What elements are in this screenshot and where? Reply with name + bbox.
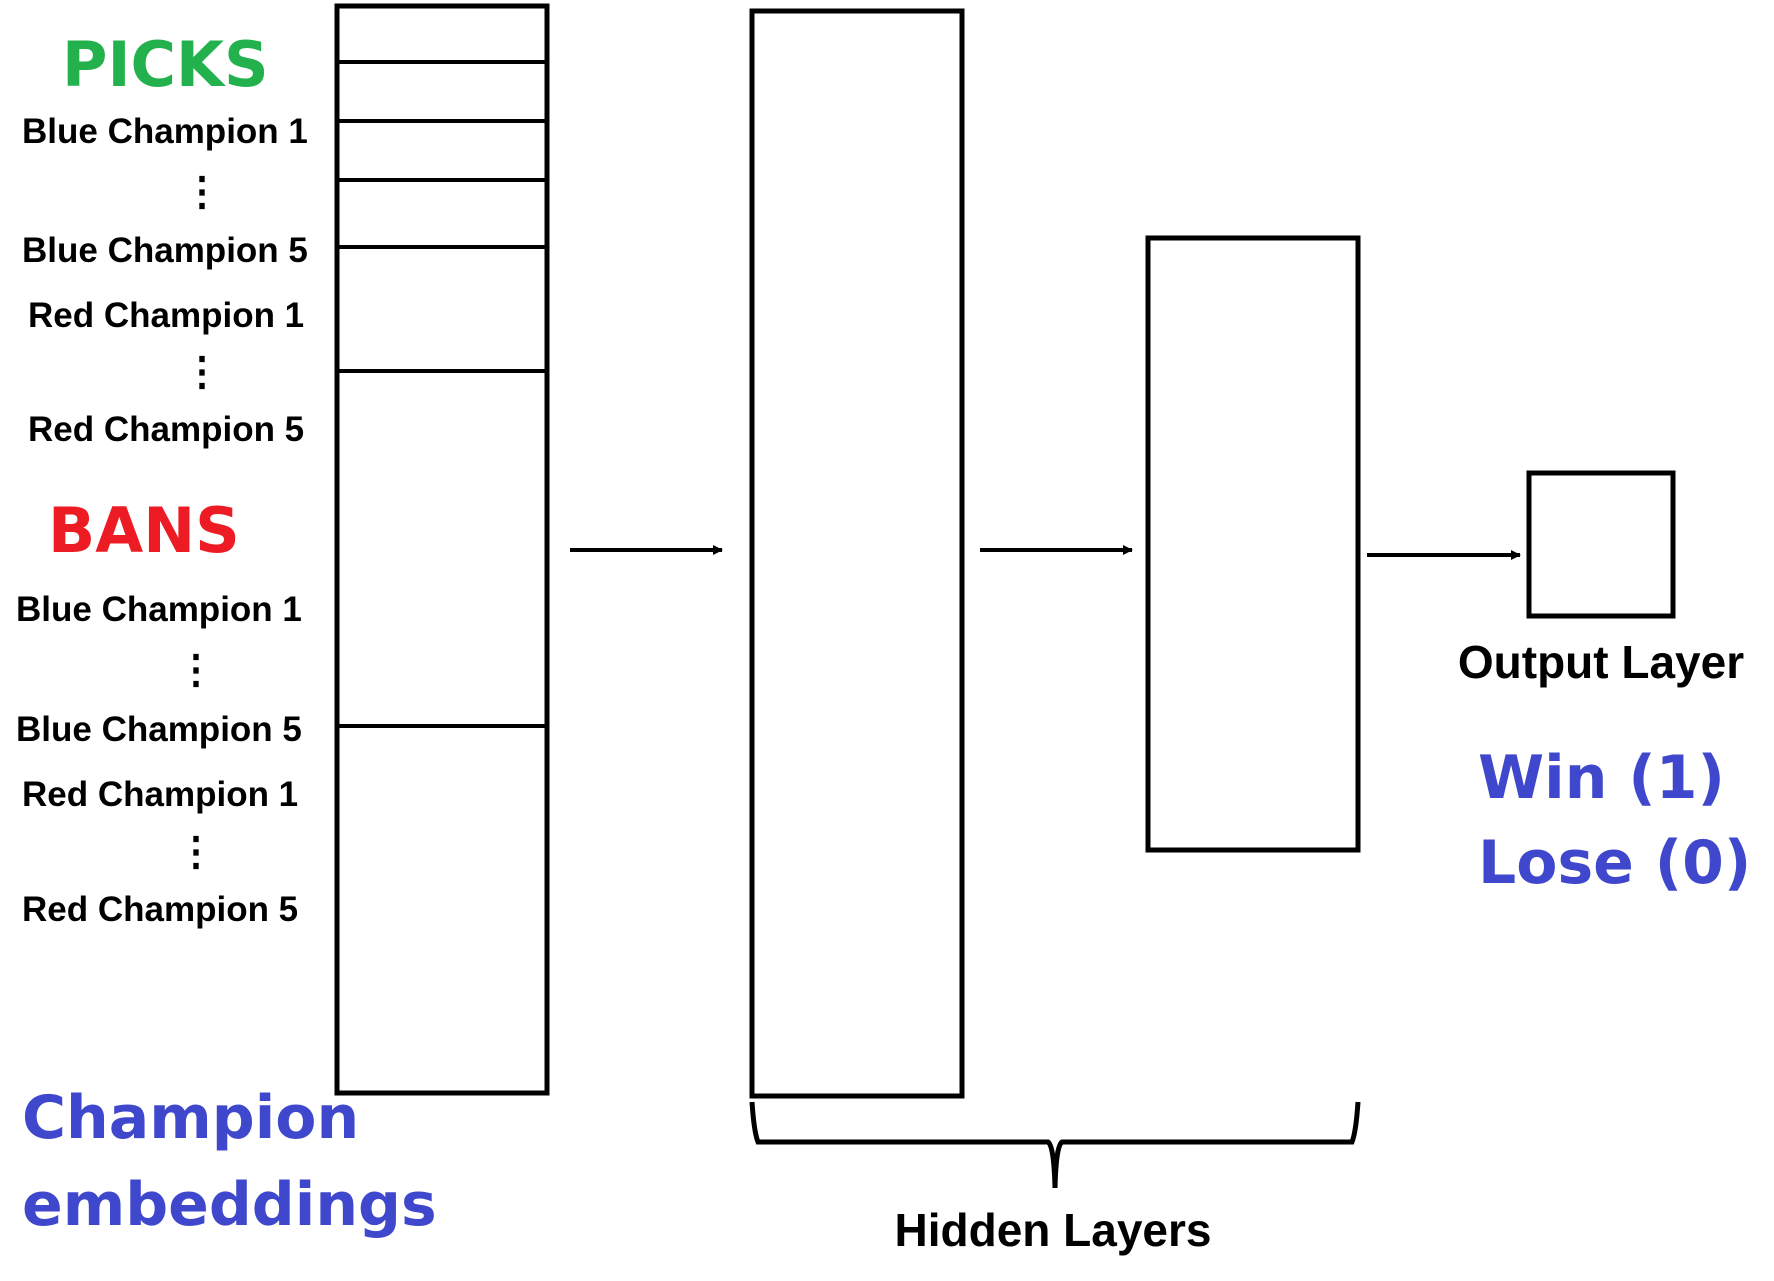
output-layer-box — [1526, 470, 1676, 619]
hidden-layer-2 — [1145, 235, 1361, 853]
bans-item-red-champion-5: Red Champion 5 — [22, 890, 298, 929]
picks-heading: PICKS — [62, 28, 269, 101]
hidden-layer-1 — [749, 8, 965, 1099]
output-win-label: Win (1) — [1478, 743, 1725, 813]
output-layer-label: Output Layer — [1458, 636, 1744, 688]
hidden-layers-brace — [749, 1101, 1361, 1189]
picks-item-red-champion-1: Red Champion 1 — [28, 296, 304, 335]
bans-item-blue-champion-1: Blue Champion 1 — [16, 590, 302, 629]
picks-item-red-champion-5: Red Champion 5 — [28, 410, 304, 449]
embeddings-label-line1: Champion — [22, 1083, 359, 1153]
bans-item-red-champion-1: Red Champion 1 — [22, 775, 298, 814]
bans-ellipsis: ⋮ — [176, 830, 216, 874]
bans-ellipsis: ⋮ — [176, 648, 216, 692]
embedding-column-outline — [334, 3, 550, 1096]
embeddings-label-line2: embeddings — [22, 1170, 437, 1240]
output-lose-label: Lose (0) — [1478, 828, 1751, 898]
picks-ellipsis: ⋮ — [182, 350, 222, 394]
picks-item-blue-champion-5: Blue Champion 5 — [22, 231, 308, 270]
picks-ellipsis: ⋮ — [182, 170, 222, 214]
bans-heading: BANS — [48, 494, 240, 567]
picks-item-blue-champion-1: Blue Champion 1 — [22, 112, 308, 151]
embedding-input-column — [334, 3, 550, 1096]
hidden-layers-label: Hidden Layers — [895, 1204, 1212, 1256]
bans-item-blue-champion-5: Blue Champion 5 — [16, 710, 302, 749]
